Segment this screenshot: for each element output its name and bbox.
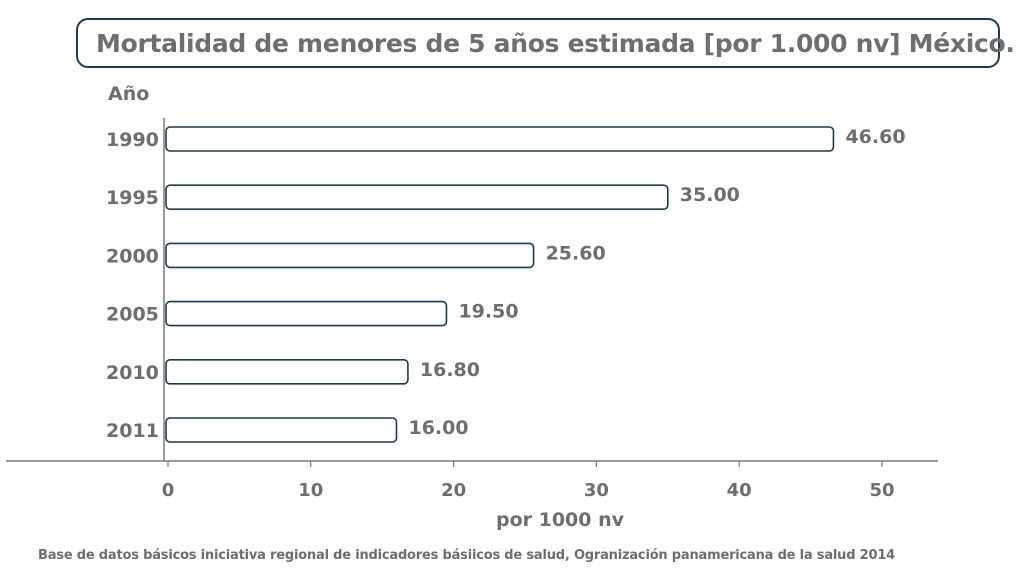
data-label-2000: 25.60	[546, 242, 606, 264]
y-tick-label-1990: 1990	[106, 129, 159, 151]
y-tick-label-2011: 2011	[106, 420, 159, 442]
x-tick-label-2: 20	[441, 480, 466, 501]
axes: 0 10 20 30 40 50	[6, 118, 938, 501]
x-tick-label-1: 10	[298, 480, 323, 501]
x-tick-label-0: 0	[162, 480, 175, 501]
x-axis-label: por 1000 nv	[496, 509, 625, 531]
y-tick-label-2010: 2010	[106, 362, 159, 384]
y-axis-label: Año	[108, 83, 149, 105]
data-label-2010: 16.80	[420, 359, 480, 381]
x-tick-label-3: 30	[584, 480, 609, 501]
bar-2011	[165, 417, 398, 443]
bar-1995	[165, 184, 669, 210]
bar-2000	[165, 242, 535, 269]
data-label-1990: 46.60	[845, 126, 905, 148]
data-label-1995: 35.00	[680, 184, 740, 206]
y-tick-label-2000: 2000	[106, 245, 159, 267]
bars: 1990 46.60 1995 35.00 2000 25.60 2005 19.50 2010…	[106, 126, 906, 443]
bar-2005	[165, 300, 448, 327]
data-label-2005: 19.50	[458, 301, 518, 323]
source-note: Base de datos básicos iniciativa regiona…	[38, 548, 896, 563]
chart-title: Mortalidad de menores de 5 años estimada…	[96, 28, 1015, 58]
x-tick-label-4: 40	[727, 480, 752, 501]
bar-2010	[165, 358, 409, 385]
data-label-2011: 16.00	[408, 417, 468, 439]
y-tick-label-2005: 2005	[106, 304, 159, 326]
x-tick-label-5: 50	[869, 480, 894, 501]
bar-1990	[165, 126, 835, 152]
chart-title-box: Mortalidad de menores de 5 años estimada…	[76, 18, 1015, 68]
y-tick-label-1995: 1995	[106, 187, 159, 209]
